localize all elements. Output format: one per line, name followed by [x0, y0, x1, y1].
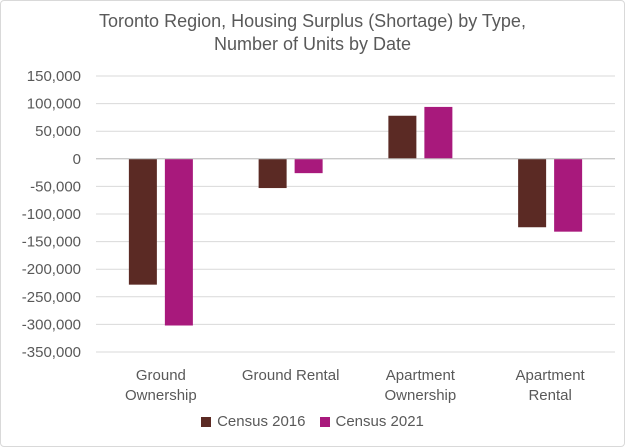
y-tick-label: -300,000	[22, 316, 81, 333]
bar-census-2016	[388, 115, 417, 159]
legend-swatch-census-2016	[201, 416, 212, 427]
y-tick-label: -200,000	[22, 261, 81, 278]
y-tick-label: 150,000	[27, 68, 81, 85]
y-tick-label: 100,000	[27, 96, 81, 113]
x-tick-label: Ground	[136, 367, 186, 384]
x-tick-label: Ownership	[385, 387, 457, 404]
legend-swatch-census-2021	[319, 416, 330, 427]
y-tick-label: -250,000	[22, 289, 81, 306]
y-tick-label: 50,000	[35, 123, 81, 140]
y-tick-label: -350,000	[22, 344, 81, 361]
bar-census-2021	[164, 158, 193, 326]
bar-census-2021	[554, 158, 583, 232]
legend-label-census-2021: Census 2021	[335, 413, 424, 430]
bar-census-2016	[518, 158, 547, 228]
x-tick-label: Apartment	[516, 367, 586, 384]
bar-census-2016	[128, 158, 157, 285]
chart-title-line-2: Number of Units by Date	[213, 34, 412, 54]
chart-title: Toronto Region, Housing Surplus (Shortag…	[0, 10, 625, 56]
x-tick-label: Ground Rental	[242, 367, 340, 384]
y-tick-label: -150,000	[22, 234, 81, 251]
legend-item-census-2016: Census 2016	[201, 413, 306, 430]
y-tick-label: -100,000	[22, 206, 81, 223]
bar-census-2021	[424, 106, 453, 159]
legend: Census 2016 Census 2021	[0, 413, 625, 430]
y-tick-label: 0	[73, 151, 81, 168]
x-tick-label: Ownership	[125, 387, 197, 404]
legend-item-census-2021: Census 2021	[319, 413, 424, 430]
x-tick-label: Rental	[528, 387, 571, 404]
y-tick-label: -50,000	[30, 178, 81, 195]
bar-census-2016	[258, 158, 287, 189]
chart-title-line-1: Toronto Region, Housing Surplus (Shortag…	[99, 11, 526, 31]
legend-label-census-2016: Census 2016	[217, 413, 306, 430]
bar-census-2021	[294, 158, 323, 174]
x-tick-label: Apartment	[386, 367, 456, 384]
